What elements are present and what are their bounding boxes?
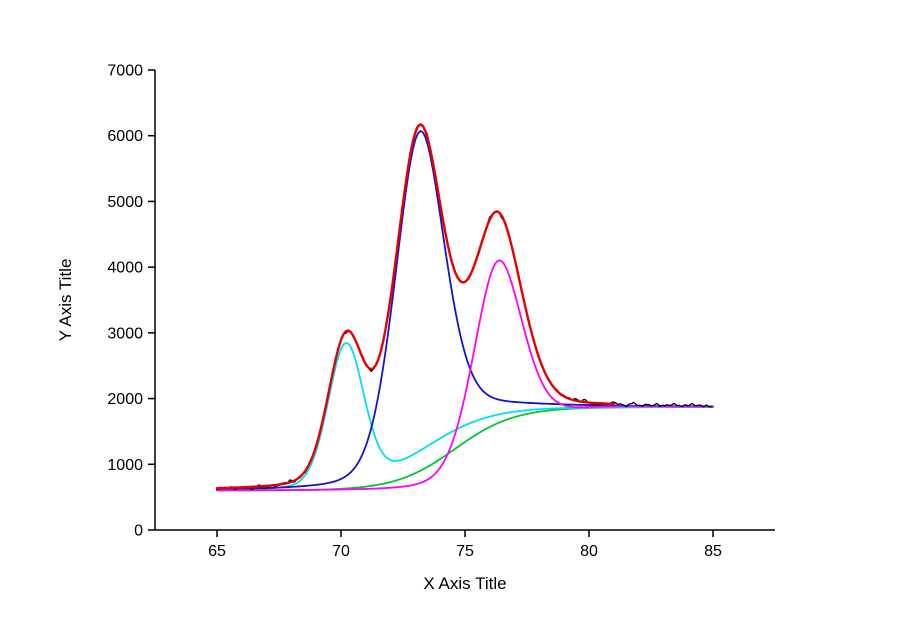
y-tick-label: 4000 [107,260,143,277]
x-tick-label: 70 [332,543,350,560]
x-tick-label: 75 [456,543,474,560]
y-tick-label: 7000 [107,63,143,80]
series-peak-2 [216,130,714,491]
y-tick-label: 6000 [107,128,143,145]
y-tick-label: 3000 [107,325,143,342]
series-cumulative-fit [215,123,615,490]
series-peak-3 [216,259,714,492]
y-axis-title: Y Axis Title [56,258,75,342]
x-tick-label: 65 [208,543,226,560]
y-tick-label: 2000 [107,391,143,408]
x-tick-label: 80 [580,543,598,560]
x-tick-label: 85 [704,543,722,560]
y-tick-label: 1000 [107,457,143,474]
series-experimental-data [216,123,713,491]
series-background [216,406,714,492]
series-peak-1 [216,341,714,491]
y-tick-label: 5000 [107,194,143,211]
x-axis-title: X Axis Title [423,574,507,593]
y-tick-label: 0 [134,523,143,540]
